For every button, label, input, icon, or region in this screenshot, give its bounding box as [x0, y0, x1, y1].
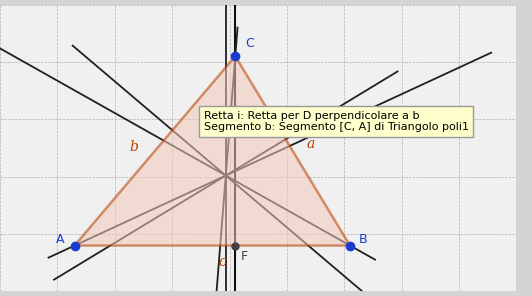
- Text: F: F: [241, 250, 248, 263]
- Text: A: A: [56, 233, 64, 246]
- Text: b: b: [129, 140, 138, 154]
- Text: B: B: [359, 233, 367, 246]
- Text: c: c: [218, 255, 226, 269]
- Polygon shape: [74, 56, 350, 246]
- Text: C: C: [246, 38, 254, 50]
- Text: a: a: [307, 137, 315, 151]
- Text: Retta i: Retta per D perpendicolare a b
Segmento b: Segmento [C, A] di Triangolo: Retta i: Retta per D perpendicolare a b …: [204, 111, 469, 132]
